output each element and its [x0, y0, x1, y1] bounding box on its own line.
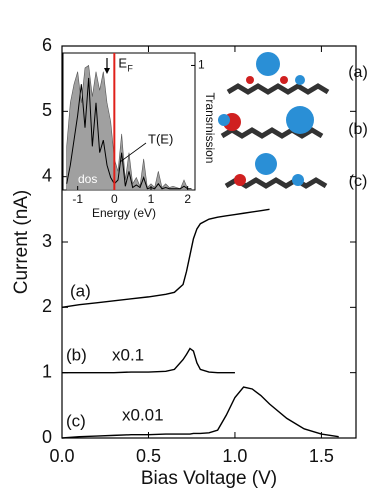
y-tick-label: 0 — [42, 427, 52, 447]
fermi-label: E — [118, 55, 127, 70]
orbital — [295, 75, 305, 85]
curve — [66, 77, 192, 190]
molecules — [218, 52, 330, 189]
y-tick-label: 2 — [42, 296, 52, 316]
orbital — [256, 52, 280, 76]
arrow-head — [104, 68, 110, 74]
fermi-subscript: F — [127, 63, 133, 73]
structure-label: (b) — [348, 121, 368, 138]
orbital — [286, 106, 314, 134]
inset-y2-title: Transmission — [203, 93, 217, 164]
orbital — [218, 114, 230, 126]
series-label: (c) — [66, 411, 86, 430]
label-leader — [119, 142, 147, 163]
series-label: (b) — [66, 345, 87, 364]
x-tick-label: 0.5 — [136, 446, 161, 466]
inset-x-title: Energy (eV) — [92, 206, 156, 220]
area-label: dos — [78, 172, 97, 186]
curve — [61, 208, 270, 309]
structure-label: (c) — [349, 173, 368, 190]
y-axis-title: Current (nA) — [11, 190, 32, 295]
y-tick-label: 5 — [42, 100, 52, 120]
curve-label: T(E) — [148, 131, 173, 146]
y2-tick-label: 1 — [198, 58, 205, 72]
y-tick-label: 6 — [42, 35, 52, 55]
x-tick-label: 1.5 — [309, 446, 334, 466]
dos-area — [66, 64, 192, 191]
y-tick-label: 4 — [42, 165, 52, 185]
series-label: (a) — [70, 281, 91, 300]
y-tick-label: 3 — [42, 231, 52, 251]
molecule-chain — [226, 83, 330, 95]
scale-label: x0.01 — [122, 405, 164, 424]
scale-label: x0.1 — [112, 345, 144, 364]
x-tick-label: 1.0 — [222, 446, 247, 466]
x-tick-label: 0 — [111, 192, 118, 206]
molecule-chain — [220, 127, 324, 139]
x-tick-label: 0.0 — [49, 446, 74, 466]
structure-label: (a) — [348, 64, 368, 81]
orbital — [280, 76, 288, 84]
y-tick-label: 1 — [42, 361, 52, 381]
x-tick-label: -1 — [72, 192, 83, 206]
curve — [62, 347, 235, 374]
curve — [61, 386, 339, 439]
orbital — [255, 153, 277, 175]
orbital — [246, 76, 254, 84]
orbital — [292, 174, 304, 186]
x-axis-title: Bias Voltage (V) — [141, 468, 277, 489]
x-tick-label: 2 — [184, 192, 191, 206]
x-tick-label: 1 — [148, 192, 155, 206]
orbital — [234, 174, 246, 186]
